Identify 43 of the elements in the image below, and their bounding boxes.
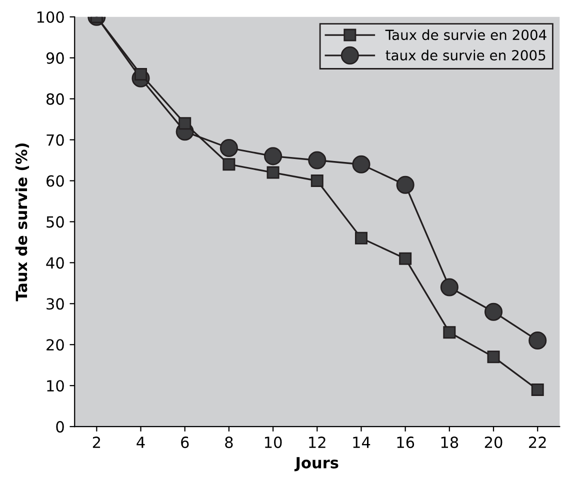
point bbox=[220, 138, 238, 157]
legend-label: taux de survie en 2005 bbox=[386, 50, 546, 61]
point bbox=[354, 232, 368, 244]
y-tick-label: 0 bbox=[56, 421, 64, 433]
x-tick-label: 20 bbox=[484, 436, 502, 448]
x-tick-label: 18 bbox=[441, 436, 458, 448]
x-tick-label: 10 bbox=[265, 436, 282, 448]
x-tick-label: 8 bbox=[225, 436, 233, 448]
x-tick-label: 6 bbox=[181, 436, 189, 448]
point bbox=[310, 174, 324, 187]
x-axis-title: Jours bbox=[294, 457, 338, 472]
x-tick-label: 22 bbox=[529, 436, 546, 448]
y-tick-label: 90 bbox=[46, 52, 64, 64]
y-tick-label: 60 bbox=[46, 175, 64, 187]
x-tick-label: 12 bbox=[309, 436, 326, 448]
point bbox=[396, 176, 414, 194]
point bbox=[264, 147, 282, 166]
y-tick-label: 10 bbox=[47, 380, 64, 392]
y-tick-label: 50 bbox=[46, 216, 64, 228]
point bbox=[443, 326, 456, 339]
point bbox=[266, 166, 280, 179]
y-tick-label: 80 bbox=[46, 93, 64, 105]
point bbox=[399, 252, 412, 265]
point bbox=[222, 158, 236, 171]
point bbox=[528, 332, 547, 350]
point bbox=[484, 302, 503, 321]
y-tick-label: 40 bbox=[46, 257, 64, 269]
x-tick-label: 16 bbox=[397, 436, 414, 448]
point bbox=[487, 350, 500, 364]
y-tick-label: 100 bbox=[37, 11, 64, 23]
y-axis-title: Taux de survie (%) bbox=[15, 143, 30, 302]
y-tick-label: 30 bbox=[46, 298, 64, 310]
y-tick-label: 20 bbox=[46, 339, 64, 351]
point bbox=[352, 155, 370, 174]
x-tick-label: 14 bbox=[353, 436, 370, 448]
x-tick-label: 4 bbox=[136, 436, 145, 448]
x-tick-label: 2 bbox=[92, 436, 100, 448]
point bbox=[531, 383, 544, 396]
point bbox=[178, 117, 192, 130]
y-tick-label: 70 bbox=[46, 134, 64, 146]
legend-label: Taux de survie en 2004 bbox=[385, 29, 546, 40]
point bbox=[308, 151, 326, 170]
point bbox=[440, 278, 458, 296]
